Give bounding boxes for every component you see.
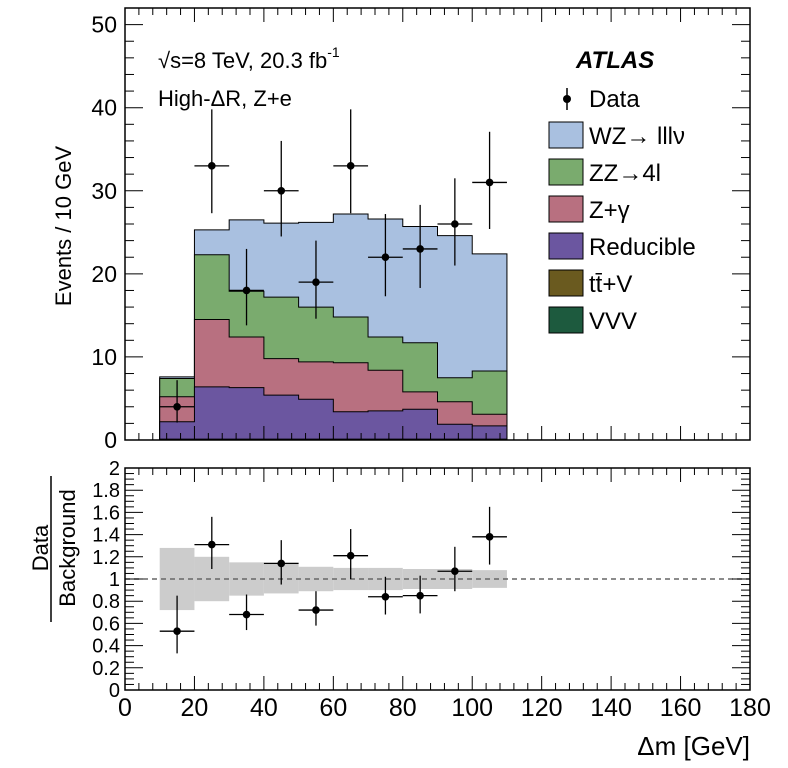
- legend-swatch: [548, 306, 584, 334]
- ratio-y-tick-label: 1.6: [92, 502, 120, 524]
- x-tick-label: 120: [521, 694, 563, 722]
- main-y-tick-label: 30: [91, 178, 117, 204]
- legend-data-marker: [563, 95, 571, 103]
- ratio-y-tick-label: 0.6: [92, 613, 120, 635]
- x-axis-title: Δm [GeV]: [637, 731, 750, 761]
- data-point: [208, 162, 216, 170]
- x-tick-label: 160: [660, 694, 702, 722]
- ratio-point: [346, 551, 355, 560]
- ratio-y-tick-label: 1.8: [92, 480, 120, 502]
- data-point: [277, 186, 286, 195]
- x-tick-label: 20: [181, 694, 209, 722]
- legend-label: ZZ→4l: [589, 160, 661, 187]
- ratio-y-title-denominator: Background: [55, 489, 80, 606]
- main-y-tick-label: 10: [91, 344, 117, 370]
- ratio-y-title-numerator: Data: [28, 524, 53, 571]
- stack-area-reducible: [159, 386, 508, 441]
- x-tick-label: 40: [250, 694, 278, 722]
- legend-swatch: [548, 269, 584, 297]
- legend-label: Reducible: [589, 234, 696, 261]
- x-tick-label: 100: [451, 694, 493, 722]
- legend-label: tt̄+V: [589, 271, 632, 298]
- ratio-points-layer: [159, 506, 507, 654]
- legend-label: Data: [589, 86, 640, 113]
- legend-swatch: [548, 121, 584, 149]
- legend-swatch: [548, 195, 584, 223]
- ratio-point: [485, 533, 494, 541]
- ratio-point: [208, 540, 216, 549]
- energy-label: √s=8 TeV, 20.3 fb-1: [158, 44, 340, 73]
- atlas-label: ATLAS: [575, 47, 654, 74]
- x-tick-label: 0: [118, 694, 132, 722]
- ratio-point: [381, 592, 390, 601]
- legend-swatch: [548, 232, 584, 260]
- ratio-point: [416, 591, 424, 600]
- ratio-y-tick-label: 1.4: [92, 525, 120, 547]
- data-point: [346, 162, 355, 170]
- x-tick-label: 60: [319, 694, 347, 722]
- ratio-point: [312, 606, 320, 614]
- lumi-exponent: -1: [327, 44, 340, 60]
- data-point: [416, 245, 424, 253]
- data-point: [381, 253, 390, 262]
- main-y-axis-title: Events / 10 GeV: [51, 146, 76, 307]
- ratio-y-tick-label: 0.2: [92, 658, 120, 680]
- ratio-y-tick-label: 0.8: [92, 591, 120, 613]
- ratio-y-tick-label: 1.2: [92, 547, 120, 569]
- main-y-tick-label: 50: [91, 12, 117, 38]
- legend-label: VVV: [589, 308, 637, 335]
- ratio-y-tick-label: 0.4: [92, 636, 120, 658]
- legend: Data WZ→ lllν ZZ→4l Z+γ Reducible tt̄+V VVV: [548, 86, 696, 335]
- x-tick-label: 180: [729, 694, 771, 722]
- ratio-point: [173, 627, 181, 635]
- ratio-axes-layer: 00.20.40.60.811.21.41.61.820 20 40 60 80 100 1…: [92, 458, 771, 722]
- main-data-layer: [159, 109, 507, 423]
- x-tick-label: 80: [389, 694, 417, 722]
- ratio-y-tick-label: 2: [109, 458, 120, 480]
- legend-label: Z+γ: [589, 197, 630, 224]
- ratio-y-tick-label: 0: [109, 680, 120, 702]
- main-y-tick-label: 40: [91, 95, 117, 121]
- selection-label: High-ΔR, Z+e: [158, 86, 292, 111]
- main-y-tick-label: 0: [104, 427, 117, 453]
- data-point: [485, 178, 494, 187]
- data-point: [312, 278, 320, 286]
- ratio-point: [277, 559, 286, 568]
- data-point: [451, 220, 459, 228]
- legend-label: WZ→ lllν: [589, 123, 685, 150]
- x-tick-label: 140: [590, 694, 632, 722]
- legend-swatch: [548, 158, 584, 186]
- data-point: [242, 286, 251, 295]
- ratio-point: [242, 610, 251, 619]
- ratio-y-tick-label: 1: [109, 569, 120, 591]
- data-point: [173, 402, 181, 411]
- main-y-tick-label: 20: [91, 261, 117, 287]
- ratio-point: [451, 567, 459, 576]
- main-axes-layer: 0 10 20 30 40 50: [91, 7, 751, 453]
